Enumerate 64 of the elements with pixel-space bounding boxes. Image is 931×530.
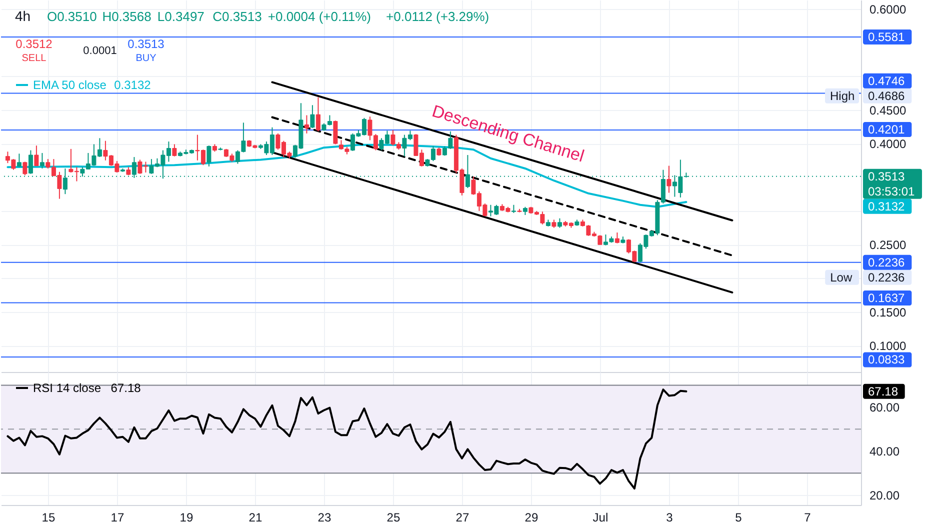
candlestick — [172, 144, 177, 157]
annotation: O0.3510 — [46, 9, 97, 24]
text: 0.3132 — [868, 199, 906, 214]
candlestick — [666, 165, 672, 194]
x-tick-label: 5 — [735, 510, 742, 524]
candlestick — [28, 150, 33, 174]
legend-label: RSI 14 close — [33, 381, 102, 395]
candlestick — [40, 152, 44, 169]
text: 0.2236 — [868, 270, 906, 284]
candlestick — [16, 153, 22, 168]
candlestick — [304, 114, 309, 134]
y-tick-label: 40.00 — [870, 444, 900, 459]
y-tick-label: 0.4000 — [870, 137, 907, 152]
x-tick-label: 3 — [666, 510, 674, 524]
x-tick-label: 23 — [318, 510, 332, 524]
text: 4h — [15, 8, 31, 24]
y-tick-label: 0.6000 — [870, 2, 907, 16]
x-tick-label: 17 — [110, 510, 124, 524]
x-tick-label: Jul — [592, 510, 608, 524]
annotation: 0.0001 — [83, 45, 117, 57]
x-tick-label: 7 — [804, 510, 812, 524]
annotation: +0.0112 (+3.29%) — [386, 9, 490, 24]
annotation: H0.3568 — [102, 9, 152, 24]
y-tick-label: 20.00 — [870, 488, 900, 503]
y-tick-label: 0.2500 — [870, 238, 907, 252]
candlestick — [34, 145, 39, 166]
candlestick — [316, 96, 320, 132]
ref-line-label: 0.3513 03:53:01 — [868, 169, 916, 198]
annotation: 0.3132 — [114, 78, 152, 92]
legend-label: EMA 50 close — [33, 78, 107, 92]
y-tick-label: 0.1500 — [870, 306, 907, 320]
x-tick-label: 19 — [180, 510, 194, 524]
candlestick — [310, 104, 315, 129]
candlestick — [333, 120, 338, 145]
y-tick-label: 0.1000 — [870, 339, 907, 354]
annotation: BUY — [136, 53, 157, 64]
candlestick — [22, 161, 28, 176]
candlestick — [206, 145, 212, 167]
y-tick-label: 60.00 — [870, 400, 900, 415]
x-tick-label: 25 — [386, 510, 400, 524]
text: 0.4686 — [868, 88, 906, 103]
ref-line-label: 0.1637 — [868, 291, 906, 306]
x-tick-label: 29 — [524, 510, 538, 524]
annotation: 67.18 — [110, 381, 142, 395]
ref-line-label: 0.5581 — [868, 30, 906, 44]
text: 67.18 — [868, 384, 898, 398]
candlestick — [557, 218, 562, 228]
x-tick-label: 21 — [248, 510, 262, 524]
annotation: SELL — [22, 53, 47, 64]
ref-line-label: 0.4746 — [868, 74, 906, 88]
x-tick-label: 15 — [42, 510, 56, 524]
ref-line-label: 0.2236 — [868, 255, 906, 270]
annotation: 0.3513 — [128, 37, 165, 51]
x-tick-label: 27 — [456, 510, 470, 524]
annotation: L0.3497 — [157, 9, 204, 24]
annotation: High — [830, 88, 855, 103]
ref-line-label: 0.4201 — [868, 122, 906, 137]
annotation: C0.3513 — [212, 9, 262, 24]
candlestick — [614, 232, 620, 244]
y-tick-label: 0.4500 — [870, 103, 907, 118]
ref-line-label: 0.0833 — [868, 352, 906, 367]
annotation: 0.3512 — [16, 37, 53, 51]
annotation: +0.0004 (+0.11%) — [268, 9, 372, 24]
annotation: Low — [830, 270, 852, 284]
